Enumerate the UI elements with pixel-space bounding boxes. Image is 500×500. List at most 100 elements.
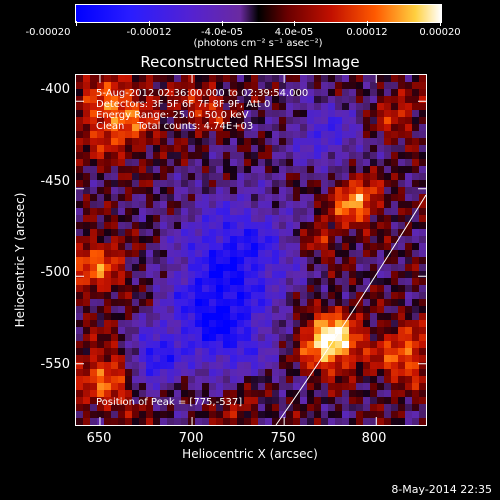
heatmap-cell [223, 362, 231, 370]
heatmap-cell [202, 166, 210, 174]
heatmap-cell [111, 159, 119, 167]
heatmap-cell [286, 131, 294, 139]
heatmap-cell [153, 243, 161, 251]
heatmap-cell [398, 96, 406, 104]
heatmap-cell [244, 418, 252, 425]
heatmap-cell [244, 215, 252, 223]
heatmap-cell [90, 75, 98, 83]
heatmap-cell [314, 208, 322, 216]
heatmap-cell [328, 355, 336, 363]
heatmap-cell [321, 418, 329, 425]
heatmap-cell [293, 341, 301, 349]
heatmap-cell [356, 320, 364, 328]
heatmap-cell [321, 341, 329, 349]
heatmap-cell [384, 418, 392, 425]
heatmap-cell [258, 362, 266, 370]
heatmap-cell [181, 215, 189, 223]
heatmap-cell [174, 369, 182, 377]
heatmap-cell [342, 306, 350, 314]
heatmap-cell [167, 355, 175, 363]
heatmap-cell [160, 397, 168, 405]
heatmap-cell [111, 166, 119, 174]
heatmap-cell [398, 159, 406, 167]
heatmap-cell [83, 187, 91, 195]
heatmap-cell [202, 208, 210, 216]
heatmap-cell [391, 103, 399, 111]
heatmap-cell [237, 390, 245, 398]
heatmap-cell [412, 355, 420, 363]
heatmap-cell [132, 411, 140, 419]
heatmap-cell [251, 348, 259, 356]
heatmap-cell [279, 152, 287, 160]
heatmap-cell [139, 278, 147, 286]
heatmap-cell [349, 131, 357, 139]
heatmap-cell [356, 152, 364, 160]
heatmap-cell [223, 250, 231, 258]
heatmap-cell [258, 383, 266, 391]
heatmap-cell [279, 159, 287, 167]
heatmap-cell [293, 383, 301, 391]
heatmap-cell [412, 229, 420, 237]
heatmap-cell [258, 103, 266, 111]
heatmap-cell [202, 285, 210, 293]
heatmap-cell [118, 152, 126, 160]
heatmap-cell [216, 243, 224, 251]
heatmap-cell [174, 299, 182, 307]
heatmap-cell [90, 89, 98, 97]
heatmap-cell [391, 117, 399, 125]
heatmap-cell [83, 131, 91, 139]
heatmap-cell [293, 208, 301, 216]
heatmap-cell [76, 411, 84, 419]
heatmap-cell [405, 348, 413, 356]
heatmap-cell [167, 257, 175, 265]
heatmap-cell [265, 418, 273, 425]
heatmap-cell [349, 306, 357, 314]
heatmap-cell [195, 103, 203, 111]
heatmap-cell [307, 194, 315, 202]
heatmap-cell [342, 264, 350, 272]
heatmap-cell [349, 159, 357, 167]
heatmap-cell [272, 404, 280, 412]
heatmap-cell [419, 75, 426, 83]
heatmap-cell [335, 215, 343, 223]
heatmap-cell [160, 215, 168, 223]
heatmap-cell [335, 355, 343, 363]
heatmap-cell [335, 103, 343, 111]
heatmap-cell [286, 201, 294, 209]
heatmap-cell [146, 215, 154, 223]
plot-title: Reconstructed RHESSI Image [140, 53, 360, 71]
heatmap-cell [223, 376, 231, 384]
heatmap-cell [314, 397, 322, 405]
heatmap-cell [314, 355, 322, 363]
heatmap-cell [111, 278, 119, 286]
heatmap-cell [286, 229, 294, 237]
heatmap-cell [377, 341, 385, 349]
heatmap-cell [139, 257, 147, 265]
heatmap-cell [363, 271, 371, 279]
heatmap-cell [97, 299, 105, 307]
heatmap-cell [272, 376, 280, 384]
heatmap-cell [139, 313, 147, 321]
heatmap-cell [216, 278, 224, 286]
heatmap-cell [328, 376, 336, 384]
heatmap-cell [398, 257, 406, 265]
heatmap-cell [216, 159, 224, 167]
heatmap-cell [76, 404, 84, 412]
heatmap-cell [335, 271, 343, 279]
heatmap-cell [244, 306, 252, 314]
heatmap-cell [342, 292, 350, 300]
heatmap-cell [258, 159, 266, 167]
heatmap-cell [132, 124, 140, 132]
heatmap-cell [139, 110, 147, 118]
heatmap-cell [153, 75, 161, 83]
heatmap-cell [223, 285, 231, 293]
heatmap-cell [265, 250, 273, 258]
heatmap-cell [328, 194, 336, 202]
heatmap-cell [237, 117, 245, 125]
heatmap-cell [139, 369, 147, 377]
heatmap-cell [118, 299, 126, 307]
heatmap-cell [76, 271, 84, 279]
heatmap-cell [181, 75, 189, 83]
heatmap-cell [118, 257, 126, 265]
heatmap-cell [272, 124, 280, 132]
